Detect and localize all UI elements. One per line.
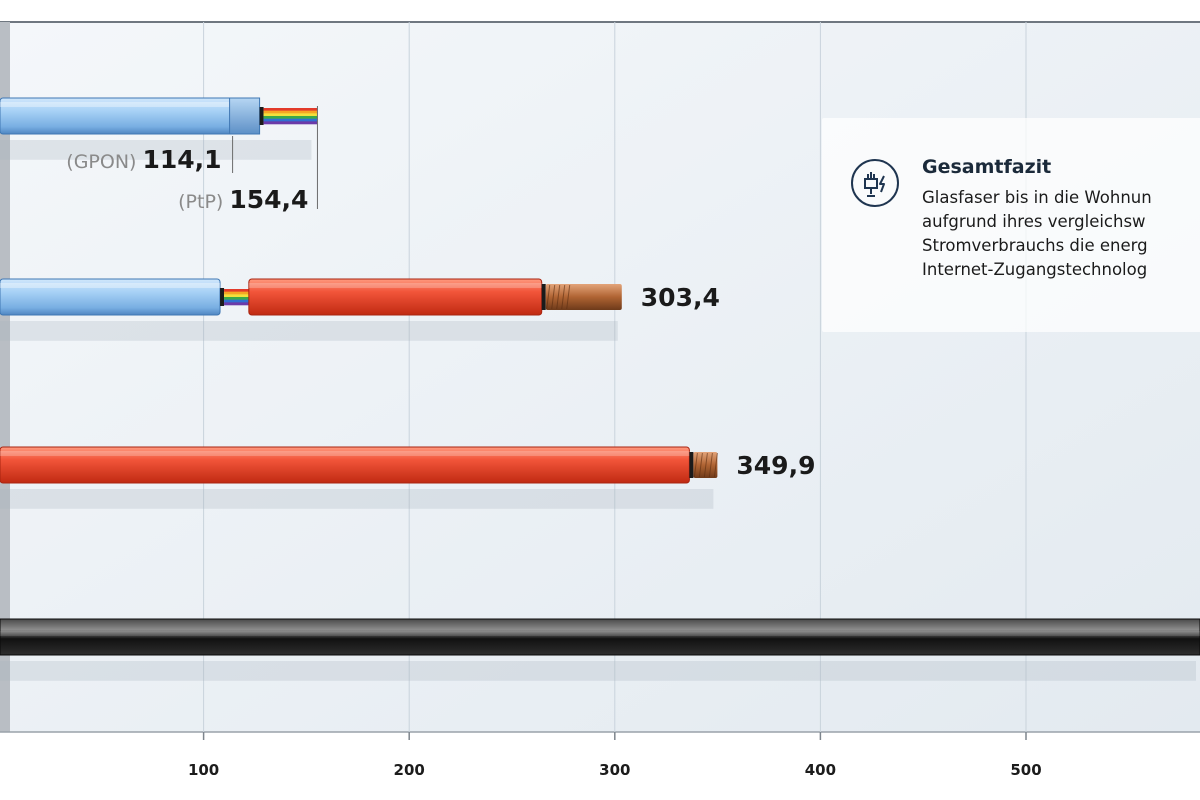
fiber-strand <box>224 297 249 300</box>
copper-wire-twist <box>556 284 561 310</box>
x-tick-label: 300 <box>599 761 630 779</box>
ptp-tag: (PtP) <box>178 191 229 213</box>
ptp-value-label: (PtP) 154,4 <box>178 185 308 214</box>
x-tick-label: 200 <box>394 761 425 779</box>
fiber-strand <box>263 110 318 114</box>
copper-wire-twist <box>693 452 698 478</box>
fiber-energy-icon <box>851 159 899 207</box>
summary-line: Internet-Zugangstechnolog <box>922 260 1148 279</box>
summary-line: Glasfaser bis in die Wohnun <box>922 188 1152 207</box>
summary-text: Glasfaser bis in die Wohnun aufgrund ihr… <box>922 186 1200 282</box>
fiber-strand <box>224 299 249 303</box>
bars <box>0 97 1200 681</box>
copper-wire-twist <box>551 284 556 310</box>
summary-line: aufgrund ihres vergleichsw <box>922 212 1146 231</box>
gpon-tag: (GPON) <box>66 151 142 173</box>
summary-box: Gesamtfazit Glasfaser bis in die Wohnun … <box>822 118 1200 332</box>
fiber-cable-highlight <box>0 102 243 107</box>
copper-wire-twist <box>566 284 571 310</box>
coax-cable-highlight <box>0 631 1200 636</box>
x-tick-label: 100 <box>188 761 219 779</box>
coax-cable-jacket <box>0 618 1200 656</box>
summary-title: Gesamtfazit <box>922 156 1052 178</box>
fiber-strand <box>224 294 249 298</box>
fiber-strand <box>224 302 249 306</box>
fiber-cable-cap <box>229 97 261 135</box>
copper-wire-twist <box>561 284 566 310</box>
bar-shadow <box>0 140 312 160</box>
copper-wire-core <box>545 284 622 310</box>
copper-wire-twist <box>703 452 708 478</box>
fiber-strand <box>263 113 318 117</box>
x-axis-ticks: 100 200 300 400 500 <box>188 732 1042 779</box>
ptp-value: 154,4 <box>229 185 308 214</box>
bar-shadow <box>0 661 1196 681</box>
strand-clamp <box>259 107 264 125</box>
left-axis-strip <box>0 22 10 732</box>
fiber-strand <box>263 121 318 125</box>
fiber-cable-highlight <box>0 283 221 288</box>
x-tick-label: 400 <box>805 761 836 779</box>
fiber-strand <box>224 291 249 295</box>
copper-cable-highlight <box>0 451 690 456</box>
value-labels: (GPON) 114,1 (PtP) 154,4 303,4 349,9 <box>66 145 815 480</box>
copper-wire-twist <box>698 452 703 478</box>
copper-cable-highlight <box>248 283 542 288</box>
x-tick-label: 500 <box>1010 761 1041 779</box>
fiber-strand <box>263 108 318 111</box>
fiber-strand <box>224 289 249 292</box>
summary-line: Stromverbrauchs die energ <box>922 236 1148 255</box>
gpon-value: 114,1 <box>143 145 222 174</box>
fiber-strand <box>263 118 318 122</box>
fiber-strand <box>263 116 318 119</box>
copper-clamp <box>541 284 546 310</box>
gpon-value-label: (GPON) 114,1 <box>66 145 221 174</box>
copper-wire-twist <box>708 452 713 478</box>
hybrid-value: 303,4 <box>641 283 720 312</box>
bar-shadow <box>0 321 618 341</box>
copper-wire-twist <box>546 284 551 310</box>
bar-shadow <box>0 489 714 509</box>
copper-value: 349,9 <box>736 451 815 480</box>
strand-clamp <box>220 288 225 306</box>
copper-clamp <box>689 452 694 478</box>
copper-wire-twist <box>713 452 718 478</box>
